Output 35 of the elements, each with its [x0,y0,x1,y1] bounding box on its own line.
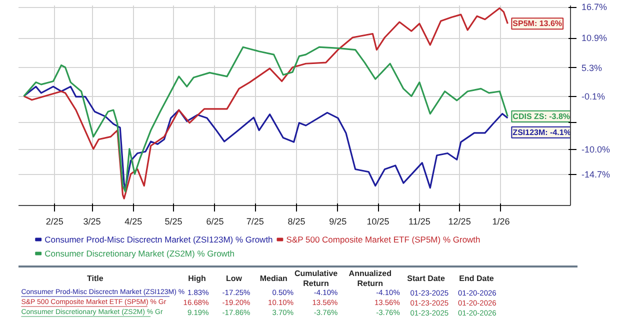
text: Annualized Return [348,269,392,288]
text: End Date [459,274,494,283]
line-series [23,86,508,190]
x-tick-label: 8/25 [288,216,306,226]
x-tick-label: 10/25 [366,216,390,226]
annotation: CDIS ZS: -3.8% [512,112,570,121]
y-tick-label: -0.1% [582,92,606,102]
y-tick-label: 16.7% [582,2,608,12]
legend-label: S&P 500 Composite Market ETF (SP5M) % Growth [286,234,481,244]
line-series [23,7,508,200]
x-tick-label: 2/25 [46,216,64,226]
text: Low [226,274,243,283]
text: Cumulative Return [294,269,338,288]
x-tick-label: 11/25 [408,216,430,226]
x-tick-label: 4/25 [124,216,142,226]
text: Median [260,274,288,283]
y-tick-label: -14.7% [582,170,610,180]
text: Start Date [407,274,446,283]
legend-label: Consumer Discretionary Market (ZS2M) % Growth [44,248,235,258]
x-tick-label: 9/25 [329,216,347,226]
annotation: ZSI123M: -4.1% [512,128,571,137]
text: High [188,274,206,283]
x-tick-label: 12/25 [448,216,471,226]
text: Title [86,274,104,283]
annotation: SP5M: 13.6% [512,19,562,28]
y-tick-label: -10.0% [582,144,610,154]
y-tick-label: 10.9% [582,33,608,44]
y-tick-label: 5.3% [582,62,602,73]
x-tick-label: 1/26 [492,216,510,226]
x-tick-label: 6/25 [206,216,224,226]
line-series [23,46,508,192]
legend-label: Consumer Prod-Misc Discrectn Market (ZSI123M) % Growth [44,234,274,244]
x-tick-label: 7/25 [246,216,264,226]
x-tick-label: 5/25 [164,216,182,226]
x-tick-label: 3/25 [83,216,101,226]
